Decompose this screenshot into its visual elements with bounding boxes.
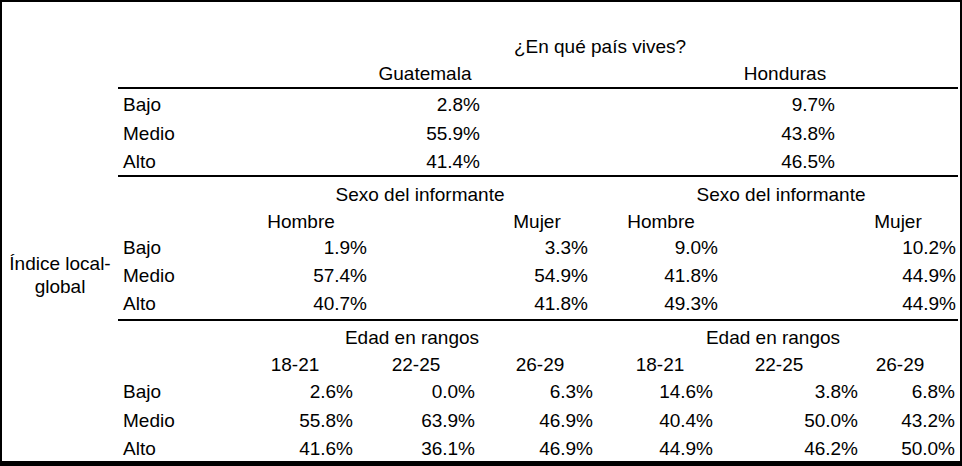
value-cell: 55.9%	[426, 120, 480, 148]
rule-section-divider	[118, 175, 958, 177]
value-cell: 41.8%	[534, 290, 588, 318]
col-header-age-18-21: 18-21	[636, 351, 685, 379]
value-cell: 44.9%	[902, 262, 956, 290]
value-cell: 9.7%	[792, 91, 835, 119]
table-row: Medio 57.4% 54.9% 41.8% 44.9%	[2, 262, 960, 290]
col-header-age-26-29: 26-29	[516, 351, 565, 379]
value-cell: 46.9%	[539, 435, 593, 463]
value-cell: 2.8%	[437, 91, 480, 119]
table-row: Medio 55.8% 63.9% 46.9% 40.4% 50.0% 43.2…	[2, 407, 960, 435]
value-cell: 50.0%	[901, 435, 955, 463]
sex-header-row: Hombre Mujer Hombre Mujer	[2, 208, 960, 236]
value-cell: 6.8%	[912, 378, 955, 406]
row-label: Alto	[123, 290, 156, 318]
value-cell: 54.9%	[534, 262, 588, 290]
table-row: Alto 41.6% 36.1% 46.9% 44.9% 46.2% 50.0%	[2, 435, 960, 463]
value-cell: 46.5%	[781, 148, 835, 176]
row-label: Bajo	[123, 91, 161, 119]
row-label: Bajo	[123, 378, 161, 406]
value-cell: 40.7%	[313, 290, 367, 318]
col-header-age-26-29: 26-29	[876, 351, 925, 379]
col-header-age-22-25: 22-25	[392, 351, 441, 379]
value-cell: 44.9%	[902, 290, 956, 318]
col-header-age-22-25: 22-25	[755, 351, 804, 379]
group-header-age-honduras: Edad en rangos	[706, 324, 840, 352]
table-row: Alto 41.4% 46.5%	[2, 148, 960, 176]
value-cell: 41.4%	[426, 148, 480, 176]
group-header-sex-honduras: Sexo del informante	[697, 181, 866, 209]
value-cell: 43.8%	[781, 120, 835, 148]
value-cell: 44.9%	[659, 435, 713, 463]
value-cell: 3.8%	[815, 378, 858, 406]
value-cell: 6.3%	[550, 378, 593, 406]
col-header-hombre: Hombre	[267, 208, 335, 236]
group-header-sex-guatemala: Sexo del informante	[336, 181, 505, 209]
rule-section-divider	[118, 319, 958, 321]
value-cell: 1.9%	[324, 234, 367, 262]
table-row: Bajo 2.6% 0.0% 6.3% 14.6% 3.8% 6.8%	[2, 378, 960, 406]
age-group-header-row: Edad en rangos Edad en rangos	[2, 324, 960, 352]
value-cell: 3.3%	[545, 234, 588, 262]
col-header-age-18-21: 18-21	[271, 351, 320, 379]
table-row: Bajo 1.9% 3.3% 9.0% 10.2%	[2, 234, 960, 262]
col-header-mujer: Mujer	[513, 208, 561, 236]
value-cell: 57.4%	[313, 262, 367, 290]
col-header-honduras: Honduras	[744, 60, 826, 88]
value-cell: 46.2%	[804, 435, 858, 463]
col-header-mujer: Mujer	[874, 208, 922, 236]
value-cell: 36.1%	[421, 435, 475, 463]
value-cell: 41.8%	[664, 262, 718, 290]
value-cell: 55.8%	[299, 407, 353, 435]
table-row: Bajo 2.8% 9.7%	[2, 91, 960, 119]
age-header-row: 18-21 22-25 26-29 18-21 22-25 26-29	[2, 351, 960, 379]
crosstab-table: ¿En qué país vives? Índice local-global …	[0, 0, 962, 466]
row-label: Alto	[123, 435, 156, 463]
value-cell: 50.0%	[804, 407, 858, 435]
row-label: Medio	[123, 407, 175, 435]
value-cell: 10.2%	[902, 234, 956, 262]
row-label: Medio	[123, 120, 175, 148]
value-cell: 2.6%	[310, 378, 353, 406]
rule-table-bottom	[2, 461, 960, 464]
value-cell: 9.0%	[675, 234, 718, 262]
table-row: Medio 55.9% 43.8%	[2, 120, 960, 148]
value-cell: 43.2%	[901, 407, 955, 435]
value-cell: 63.9%	[421, 407, 475, 435]
title-row: ¿En qué país vives?	[2, 33, 960, 61]
row-label: Bajo	[123, 234, 161, 262]
value-cell: 49.3%	[664, 290, 718, 318]
col-header-guatemala: Guatemala	[379, 60, 472, 88]
value-cell: 40.4%	[659, 407, 713, 435]
country-header-row: Guatemala Honduras	[2, 60, 960, 88]
sex-group-header-row: Sexo del informante Sexo del informante	[2, 181, 960, 209]
col-header-hombre: Hombre	[627, 208, 695, 236]
value-cell: 41.6%	[299, 435, 353, 463]
rule-under-country-header	[118, 87, 958, 89]
table-row: Alto 40.7% 41.8% 49.3% 44.9%	[2, 290, 960, 318]
table-title: ¿En qué país vives?	[514, 33, 686, 61]
value-cell: 14.6%	[659, 378, 713, 406]
group-header-age-guatemala: Edad en rangos	[345, 324, 479, 352]
value-cell: 0.0%	[432, 378, 475, 406]
value-cell: 46.9%	[539, 407, 593, 435]
row-label: Alto	[123, 148, 156, 176]
row-label: Medio	[123, 262, 175, 290]
